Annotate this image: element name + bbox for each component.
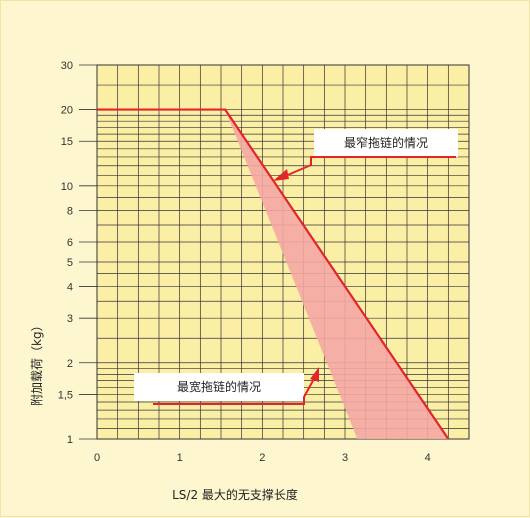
y-tick-label: 1,5 bbox=[58, 389, 73, 401]
callout-wide-label: 最宽拖链的情况 bbox=[177, 379, 261, 394]
y-tick-label: 15 bbox=[61, 136, 73, 148]
y-axis-label: 附加载荷（kg） bbox=[30, 319, 44, 406]
x-tick-label: 3 bbox=[342, 452, 348, 464]
x-tick-label: 2 bbox=[259, 452, 265, 464]
y-tick-label: 8 bbox=[67, 205, 73, 217]
x-tick-label: 1 bbox=[177, 452, 183, 464]
y-tick-label: 2 bbox=[67, 358, 73, 370]
y-tick-label: 3 bbox=[67, 313, 73, 325]
y-tick-label: 30 bbox=[61, 60, 73, 72]
callout-narrow-label: 最窄拖链的情况 bbox=[344, 135, 428, 150]
y-tick-labels: 1 1,5 2 3 4 5 6 8 10 15 20 30 bbox=[58, 60, 97, 446]
y-tick-label: 4 bbox=[67, 282, 73, 294]
x-axis-label: LS/2 最大的无支撑长度 bbox=[172, 487, 298, 502]
y-tick-label: 10 bbox=[61, 181, 73, 193]
y-tick-label: 5 bbox=[67, 257, 73, 269]
y-tick-label: 20 bbox=[61, 105, 73, 117]
x-tick-labels: 0 1 2 3 4 bbox=[94, 452, 431, 464]
y-tick-label: 1 bbox=[67, 434, 73, 446]
y-tick-label: 6 bbox=[67, 237, 73, 249]
x-tick-label: 0 bbox=[94, 452, 100, 464]
x-tick-label: 4 bbox=[425, 452, 431, 464]
